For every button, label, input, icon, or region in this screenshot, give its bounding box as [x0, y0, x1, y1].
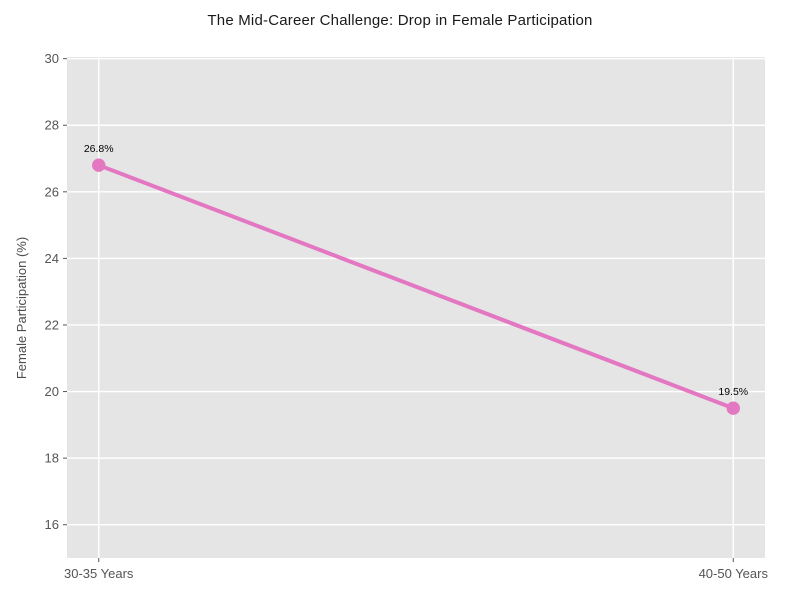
- x-tick-label: 40-50 Years: [699, 566, 769, 581]
- plot-background: [67, 57, 765, 558]
- x-tick-label: 30-35 Years: [64, 566, 134, 581]
- series-line: [96, 163, 736, 411]
- y-tick-label: 22: [45, 317, 59, 332]
- y-tick-label: 18: [45, 451, 59, 466]
- chart-title: The Mid-Career Challenge: Drop in Female…: [207, 12, 593, 29]
- data-point-label: 19.5%: [718, 386, 748, 398]
- y-tick-label: 28: [45, 118, 59, 133]
- y-tick-label: 30: [45, 51, 59, 66]
- y-tick-label: 26: [45, 184, 59, 199]
- y-tick-label: 16: [45, 517, 59, 532]
- data-point: [726, 401, 740, 415]
- y-tick-label: 20: [45, 384, 59, 399]
- data-point-label: 26.8%: [84, 143, 114, 155]
- y-tick-label: 24: [45, 251, 59, 266]
- data-point: [92, 158, 106, 172]
